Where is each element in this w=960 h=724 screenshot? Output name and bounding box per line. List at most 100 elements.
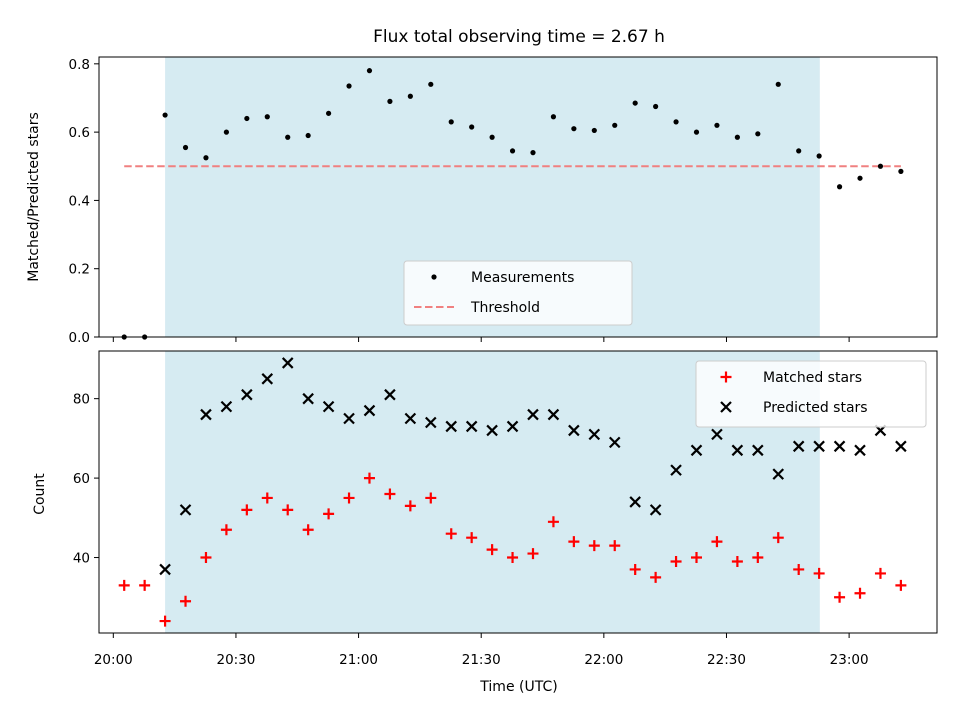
x-tick-label: 21:00 [339,652,378,668]
series-1-point [836,184,843,190]
series-2-point [527,408,539,421]
series-1-point [734,134,740,140]
series-1-point [571,126,577,132]
series-2-point [629,496,641,508]
series-1-point [711,536,723,548]
series-2-point [302,392,314,405]
series-1-point [469,124,475,130]
top-panel: 0.0 0.2 0.4 0.6 0.8 Measurements Threshold [69,56,938,346]
series-1-point [387,98,393,104]
series-2-point [179,504,192,516]
series-1-point [220,524,232,536]
series-2-point [404,412,417,425]
series-1-point [650,571,662,583]
series-2-point [895,440,907,453]
series-2-point [854,444,866,457]
series-1-point [261,492,273,504]
series-1-point [874,567,886,579]
series-2-point [445,420,458,433]
series-1-point [591,127,597,134]
series-2-point [200,408,212,421]
series-1-point [793,563,805,575]
series-1-point [203,155,209,161]
top-y-axis-label: Matched/Predicted stars [26,112,42,282]
series-1-point [714,122,720,128]
y-tick-label: 0.6 [69,125,90,141]
series-2-point [731,444,744,457]
series-1-point [384,488,396,500]
series-2-point [813,440,825,453]
bottom-y-axis-label: Count [32,473,48,515]
series-2-point [322,400,335,413]
series-2-point [792,440,805,453]
series-1-point [139,579,151,591]
x-axis-ticks: 20:00 20:30 21:00 21:30 22:00 22:30 23:00 [94,652,869,668]
series-1-point [632,100,638,106]
series-1-point [509,148,516,154]
series-1-point [898,168,904,174]
series-1-point [691,552,703,564]
series-2-point [241,388,253,401]
series-1-point [118,579,130,591]
series-1-point [159,615,171,627]
series-1-point [180,595,192,607]
series-1-point [834,591,846,603]
series-1-point [285,134,291,140]
series-1-point [282,504,294,516]
series-1-point [857,175,863,181]
series-1-point [568,536,580,548]
series-1-point [486,544,498,556]
series-1-point [673,119,679,125]
legend-label: Predicted stars [763,400,868,416]
x-tick-label: 20:00 [94,652,133,668]
x-axis-label: Time (UTC) [479,679,557,695]
series-1-point [670,556,682,568]
series-1-point [489,134,495,140]
panel-frame [98,350,938,634]
series-1-point [550,114,557,120]
series-2-point [752,444,764,457]
legend: Measurements Threshold [403,260,633,326]
series-1-point [223,129,230,135]
legend-marker [720,401,732,413]
series-2-point [384,388,396,401]
series-1-point [530,150,536,156]
series-2-point [281,357,294,369]
series-1-point [182,144,189,151]
legend-marker [720,371,732,383]
legend: Matched stars Predicted stars [695,360,927,428]
series-1-point [325,110,332,116]
series-1-point [612,122,618,128]
y-tick-label: 0.4 [69,193,90,209]
series-2-point [486,424,498,437]
series-2-point [711,428,723,441]
series-1-point [527,548,539,560]
series-2-point [363,404,376,417]
series-1-point [241,504,253,516]
series-1-point [877,163,884,169]
series-2-point [425,416,437,429]
series-1-point [404,500,416,512]
series-2-point [568,424,580,437]
series-1-point [629,563,641,575]
series-1-point [302,524,314,536]
series-1-point [466,532,478,544]
y-tick-label: 80 [73,392,90,408]
series-1-point [343,492,355,504]
chart-title: Flux total observing time = 2.67 h [373,27,665,47]
series-1-point [200,552,212,564]
series-2-point [220,400,233,413]
bottom-panel: 40 60 80 Matched stars Predicted stars [73,350,938,638]
x-tick-label: 23:00 [830,652,869,668]
x-tick-label: 20:30 [216,652,255,668]
legend-label: Matched stars [763,370,862,386]
series-1-point [796,148,802,154]
series-2-point [588,428,601,441]
series-1-point [731,556,743,568]
y-tick-label: 0.0 [69,330,90,346]
series-2-point [465,420,478,433]
legend-box [695,360,927,428]
series-1-point [895,579,907,591]
series-1-point [244,115,250,122]
legend-label: Threshold [470,300,540,316]
